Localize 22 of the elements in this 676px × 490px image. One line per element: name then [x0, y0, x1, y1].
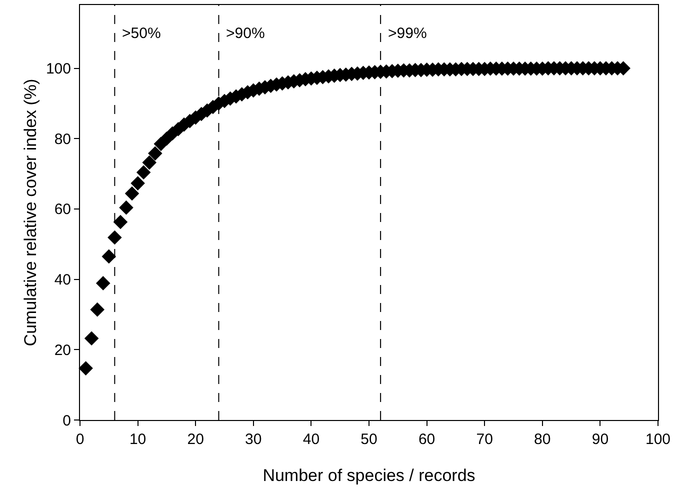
x-tick-label: 10: [129, 431, 146, 448]
x-tick-label: 100: [645, 431, 671, 448]
x-tick-label: 40: [302, 431, 320, 448]
annotation: >99%: [388, 25, 427, 42]
x-axis-title: Number of species / records: [262, 466, 476, 485]
y-tick-label: 80: [54, 130, 71, 148]
x-tick-label: 70: [476, 431, 493, 448]
y-axis-title: Cumulative relative cover index (%): [21, 78, 40, 346]
x-tick-label: 60: [418, 431, 436, 448]
annotation: >50%: [122, 25, 161, 42]
y-tick-label: 0: [62, 412, 71, 430]
annotation: >90%: [226, 25, 265, 42]
y-tick-label: 100: [46, 60, 71, 78]
x-tick-label: 0: [76, 431, 84, 448]
x-tick-label: 80: [534, 431, 551, 448]
x-tick-label: 30: [245, 431, 262, 448]
y-tick-label: 20: [54, 342, 71, 359]
x-tick-label: 20: [187, 431, 204, 448]
x-tick-label: 90: [592, 431, 609, 448]
y-tick-label: 60: [54, 201, 71, 218]
y-tick-label: 40: [54, 272, 71, 289]
x-tick-label: 50: [360, 431, 378, 448]
